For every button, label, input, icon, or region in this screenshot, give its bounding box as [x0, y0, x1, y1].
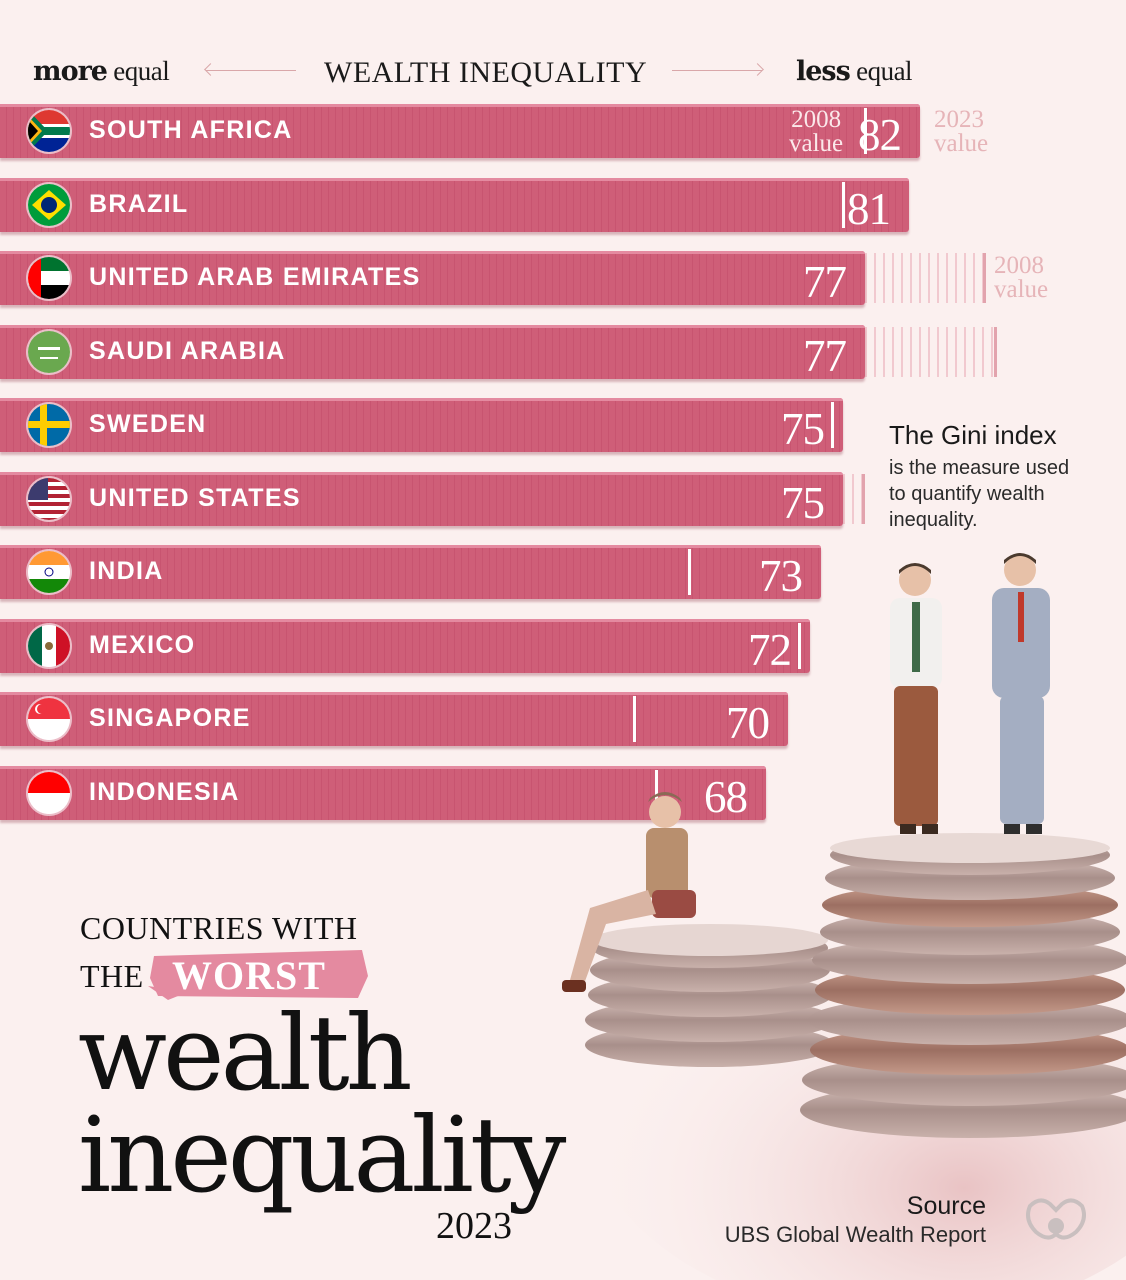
left-arrow-icon: [206, 70, 296, 71]
marker-2008: [983, 253, 986, 303]
marker-2008: [862, 473, 865, 524]
bar-2023: [0, 324, 865, 379]
flag-icon: [28, 257, 70, 299]
marker-2008: [688, 549, 691, 595]
bar-2023: [0, 618, 810, 673]
value-label-2023: 75: [781, 404, 825, 454]
country-label: MEXICO: [89, 630, 196, 659]
marker-2008: [633, 696, 636, 742]
gini-note-title: The Gini index: [889, 420, 1057, 450]
bar-row: MEXICO 72: [0, 618, 1126, 675]
source-heading: Source: [906, 1192, 986, 1220]
bar-row: SWEDEN 75: [0, 398, 1126, 454]
source-value: UBS Global Wealth Report: [724, 1222, 986, 1247]
bar-2008-ghost: [865, 253, 986, 303]
value-label-2023: 77: [803, 330, 847, 381]
title-big-word-2: inequality: [78, 1094, 566, 1216]
country-label: INDIA: [89, 557, 164, 585]
marker-2008: [842, 181, 845, 228]
right-arrow-icon: [672, 70, 762, 71]
title-line-2: THE: [80, 958, 144, 994]
bar-2008-ghost: [843, 473, 865, 524]
bar-row: INDONESIA 68: [0, 765, 1126, 822]
legend-2008-outside-label: 2008 value: [994, 252, 1049, 303]
title-year: 2023: [436, 1205, 512, 1247]
gini-note: The Gini index is the measure used to qu…: [889, 420, 1079, 533]
chart-header: more equal WEALTH INEQUALITY less equal: [0, 52, 1126, 92]
legend-2008-label: 2008 value: [789, 106, 844, 157]
marker-2008: [994, 326, 997, 377]
value-label-2023: 77: [803, 257, 847, 307]
bar-2023: [0, 398, 843, 452]
value-label-2023: 72: [748, 624, 792, 675]
brush-stroke-highlight: [148, 950, 368, 1000]
value-label-2023: 68: [704, 771, 748, 822]
marker-2008: [655, 769, 658, 816]
less-equal-label: less equal: [796, 56, 913, 87]
title-line-1: COUNTRIES WITH: [80, 910, 358, 946]
gini-note-text: is the measure used to quantify wealth i…: [889, 457, 1070, 531]
country-label: UNITED ARAB EMIRATES: [89, 263, 421, 291]
bar-2023: [0, 104, 920, 158]
axis-title: WEALTH INEQUALITY: [324, 56, 648, 89]
coins-figurines-illustration: [562, 553, 1126, 1280]
flag-icon: [28, 330, 70, 373]
bar-2023: [0, 765, 766, 820]
bar-row: UNITED STATES 75: [0, 471, 1126, 528]
marker-2008: [831, 402, 834, 448]
country-label: SOUTH AFRICA: [89, 116, 293, 144]
bar-2008-ghost: [865, 326, 997, 377]
flag-icon: [28, 477, 70, 520]
publisher-logo-icon: [1026, 1198, 1086, 1240]
title-big-word-1: wealth: [78, 992, 413, 1114]
flag-icon: [28, 110, 70, 152]
bar-2023: [0, 545, 821, 599]
country-label: SINGAPORE: [89, 704, 251, 732]
flag-icon: [28, 404, 70, 446]
flag-icon: [28, 698, 70, 740]
value-label-2023: 70: [726, 698, 770, 748]
country-label: BRAZIL: [89, 189, 189, 218]
more-equal-label: more equal: [33, 56, 170, 87]
bar-row: UNITED ARAB EMIRATES 77 2008 value: [0, 251, 1126, 307]
bar-row: SOUTH AFRICA 82 2008 value 2023 value: [0, 104, 1126, 160]
country-label: INDONESIA: [89, 777, 240, 806]
bar-row: INDIA 73: [0, 545, 1126, 601]
marker-2008: [864, 108, 867, 154]
marker-2008: [798, 622, 801, 669]
bar-2023: [0, 692, 788, 746]
legend-2023-label: 2023 value: [934, 106, 989, 157]
bar-2023: [0, 251, 865, 305]
country-label: SWEDEN: [89, 410, 207, 438]
bar-2023: [0, 471, 843, 526]
bar-row: SINGAPORE 70: [0, 692, 1126, 748]
value-label-2023: 81: [847, 183, 891, 234]
bar-2023: [0, 177, 909, 232]
value-label-2023: 73: [759, 551, 803, 601]
flag-icon: [28, 771, 70, 814]
flag-icon: [28, 183, 70, 226]
flag-icon: [28, 624, 70, 667]
country-label: SAUDI ARABIA: [89, 336, 286, 365]
bar-row: SAUDI ARABIA 77: [0, 324, 1126, 381]
country-label: UNITED STATES: [89, 483, 301, 512]
bar-row: BRAZIL 81: [0, 177, 1126, 234]
title-highlight-word: WORST: [172, 953, 326, 998]
flag-icon: [28, 551, 70, 593]
value-label-2023: 75: [781, 477, 825, 528]
